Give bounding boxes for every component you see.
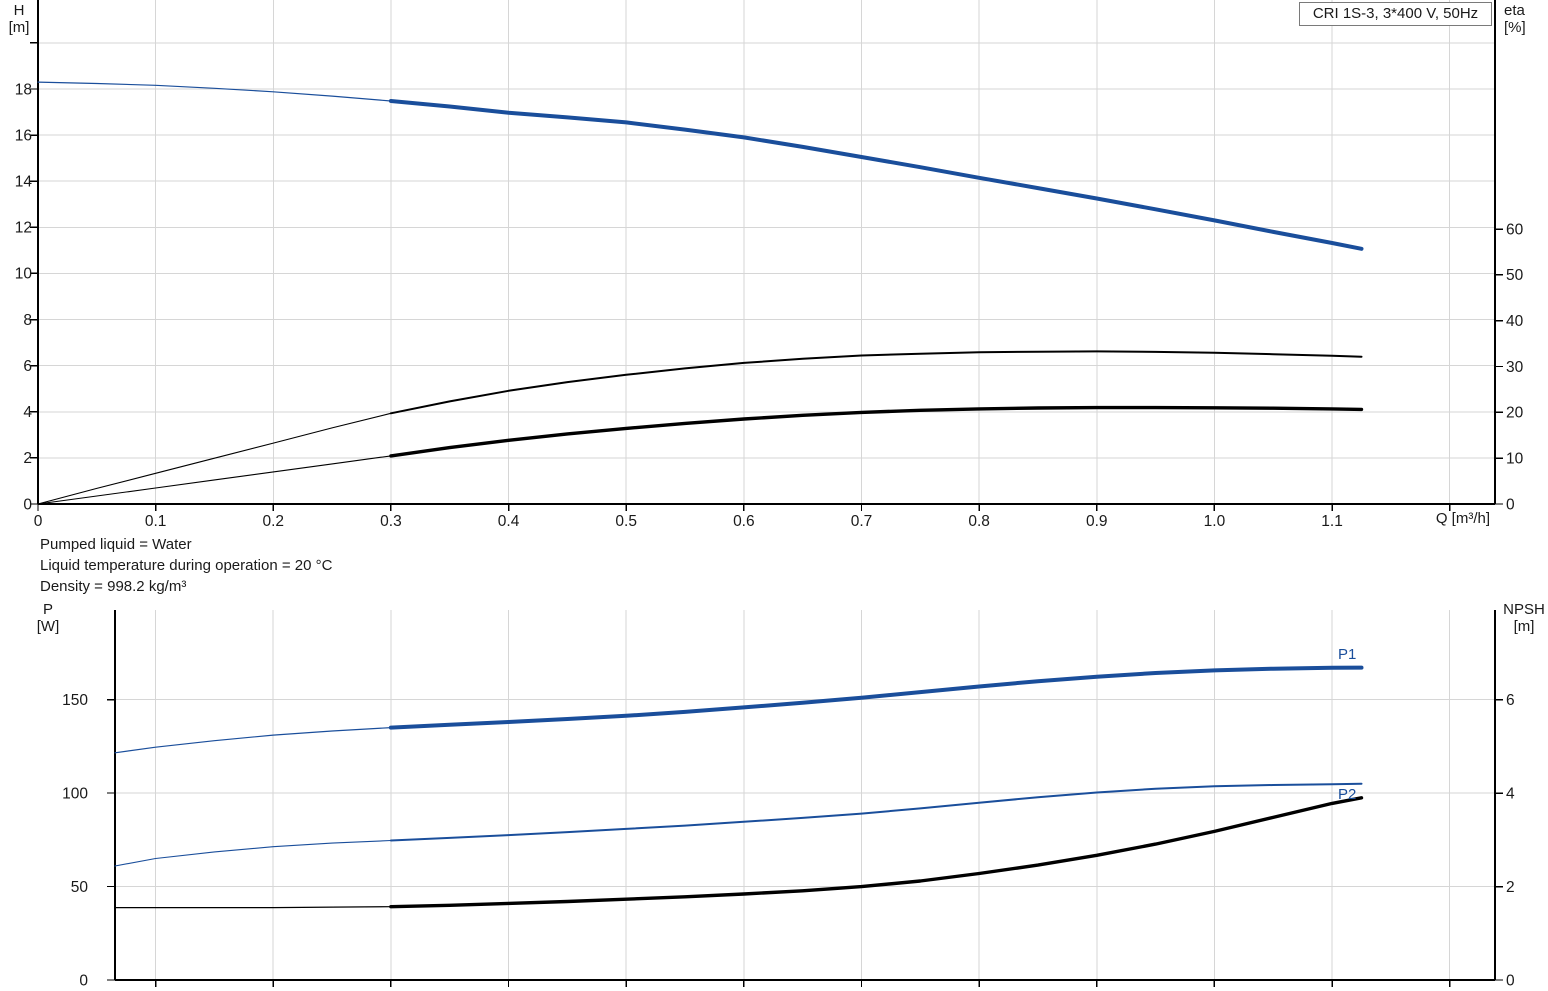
y-axis-left-tick-label: 16 (15, 127, 32, 144)
y-axis-right-tick-label: 50 (1506, 267, 1524, 284)
efficiency-pump-motor-curve-extrapolated (37, 455, 392, 505)
y-axis-left-tick-label: 14 (15, 174, 33, 191)
y-axis-right-tick-label: 30 (1506, 359, 1524, 376)
p1-power-curve (388, 665, 1364, 730)
efficiency-pump-curve (389, 350, 1363, 415)
eta-axis-title: eta [%] (1504, 2, 1526, 36)
x-axis-tick-label: 1.1 (1321, 513, 1343, 530)
head-curve-extrapolated (37, 81, 392, 102)
x-axis-tick-label: 0 (34, 513, 43, 530)
npsh-curve-extrapolated (114, 906, 392, 909)
eta-axis-name: eta (1504, 2, 1525, 19)
flow-axis-title: Q [m³/h] (1435, 510, 1490, 527)
head-axis-name: H (13, 2, 25, 19)
p1-power-curve-extrapolated (114, 727, 392, 754)
npsh-axis-name: NPSH (1503, 601, 1545, 618)
y-axis-left-tick-label: 2 (23, 450, 32, 467)
y-axis-left-tick-label: 0 (79, 972, 88, 989)
x-axis-tick-label: 0.2 (263, 513, 285, 530)
info-line-pumped-liquid: Pumped liquid = Water (40, 536, 192, 553)
y-axis-left-tick-label: 8 (23, 312, 32, 329)
y-axis-right-tick-label: 20 (1506, 405, 1524, 422)
x-axis-tick-label: 0.1 (145, 513, 167, 530)
p2-curve-label: P2 (1338, 786, 1357, 803)
npsh-axis-unit: [m] (1513, 618, 1535, 635)
y-axis-left-tick-label: 6 (23, 358, 32, 375)
x-axis-tick-label: 0.3 (380, 513, 402, 530)
x-axis-tick-label: 0.7 (851, 513, 873, 530)
y-axis-left-tick-label: 10 (15, 266, 33, 283)
p2-power-curve (389, 782, 1363, 842)
x-axis-tick-label: 0.5 (615, 513, 637, 530)
y-axis-right-tick-label: 0 (1506, 972, 1515, 989)
y-axis-right-tick-label: 10 (1506, 450, 1524, 467)
x-axis-tick-label: 0.9 (1086, 513, 1108, 530)
y-axis-left-tick-label: 150 (62, 692, 88, 709)
y-axis-left-tick-label: 0 (23, 496, 32, 513)
p1-curve-label: P1 (1338, 646, 1357, 663)
pumped-liquid-info: Pumped liquid = Water Liquid temperature… (40, 534, 332, 597)
p2-power-curve-extrapolated (114, 839, 392, 867)
x-axis-tick-label: 0.4 (498, 513, 520, 530)
efficiency-pump-motor-curve (389, 405, 1364, 458)
power-axis-unit: [W] (36, 618, 60, 635)
pump-model-title: CRI 1S-3, 3*400 V, 50Hz (1299, 2, 1492, 26)
eta-axis-unit: [%] (1504, 19, 1526, 36)
y-axis-right-tick-label: 6 (1506, 692, 1515, 709)
head-axis-title: H [m] (4, 2, 34, 36)
y-axis-left-tick-label: 12 (15, 220, 32, 237)
y-axis-right-tick-label: 4 (1506, 785, 1515, 802)
efficiency-pump-curve-extrapolated (37, 412, 392, 505)
y-axis-right-tick-label: 40 (1506, 313, 1524, 330)
power-axis-name: P (42, 601, 53, 618)
y-axis-left-tick-label: 50 (71, 879, 89, 896)
head-curve (388, 99, 1364, 251)
y-axis-right-tick-label: 2 (1506, 879, 1515, 896)
y-axis-right-tick-label: 60 (1506, 221, 1524, 238)
head-axis-unit: [m] (8, 19, 30, 36)
npsh-axis-title: NPSH [m] (1500, 601, 1548, 635)
y-axis-left-tick-label: 100 (62, 785, 88, 802)
npsh-curve (389, 796, 1364, 909)
x-axis-tick-label: 1.0 (1204, 513, 1226, 530)
x-axis-tick-label: 0.8 (968, 513, 990, 530)
y-axis-right-tick-label: 0 (1506, 496, 1515, 513)
y-axis-left-tick-label: 18 (15, 81, 32, 98)
y-axis-left-tick-label: 4 (23, 404, 32, 421)
power-axis-title: P [W] (28, 601, 68, 635)
x-axis-tick-label: 0.6 (733, 513, 755, 530)
info-line-density: Density = 998.2 kg/m³ (40, 578, 187, 595)
info-line-temperature: Liquid temperature during operation = 20… (40, 557, 333, 574)
